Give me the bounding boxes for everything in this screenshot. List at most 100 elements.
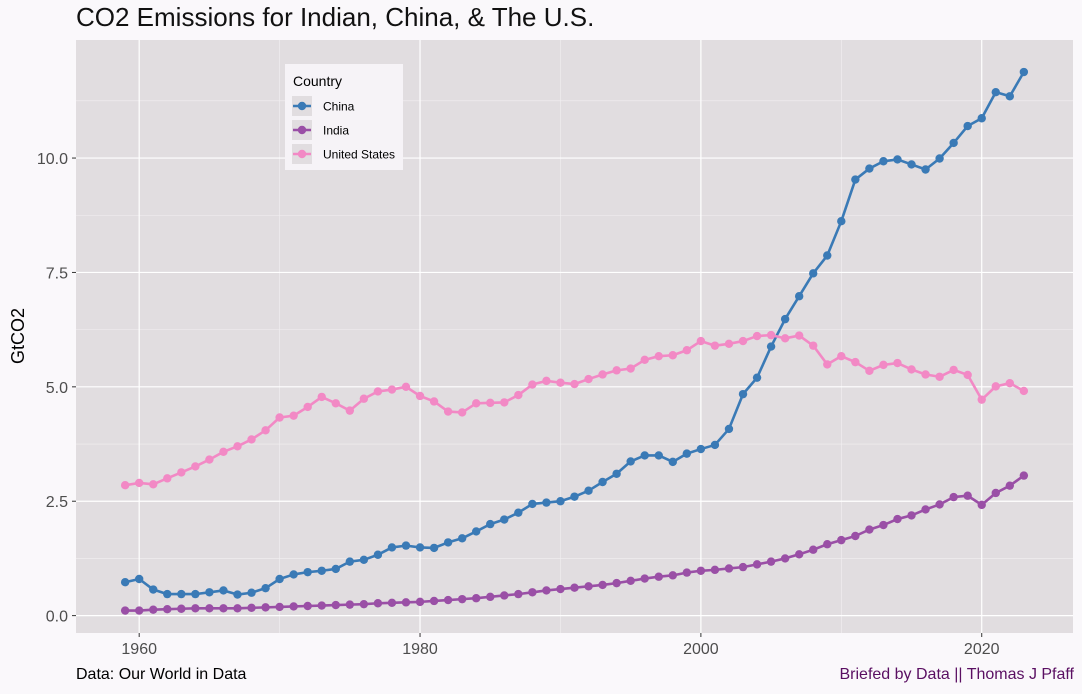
data-point-india [598, 580, 607, 590]
data-point-china [233, 590, 242, 599]
data-point-united-states [794, 331, 804, 340]
data-point-india [780, 554, 790, 563]
data-point-india [949, 492, 958, 502]
data-point-india [500, 591, 509, 600]
legend-entry-united-states: United States [292, 144, 395, 164]
chart-title: CO2 Emissions for Indian, China, & The U… [76, 2, 595, 32]
data-point-united-states [766, 330, 776, 340]
data-point-united-states [528, 380, 537, 389]
data-point-india [907, 511, 916, 520]
data-point-united-states [879, 360, 888, 370]
data-point-united-states [317, 392, 326, 402]
data-point-india [1019, 471, 1029, 480]
data-point-china [177, 589, 186, 599]
data-point-china [261, 583, 270, 593]
data-point-india [977, 500, 986, 510]
data-point-united-states [612, 366, 621, 375]
data-point-india [359, 599, 369, 609]
y-tick-label: 5.0 [46, 380, 68, 397]
data-point-india [149, 605, 158, 614]
data-point-india [640, 574, 649, 583]
data-point-india [514, 589, 523, 599]
data-point-china [654, 451, 663, 460]
data-point-india [528, 588, 537, 597]
data-point-china [387, 543, 397, 552]
data-point-united-states [598, 370, 607, 379]
data-point-china [401, 541, 411, 550]
data-point-india [163, 605, 172, 614]
data-point-china [724, 424, 734, 434]
data-point-india [921, 505, 930, 514]
data-point-united-states [696, 336, 706, 346]
data-point-china [907, 160, 916, 169]
data-point-united-states [275, 413, 284, 422]
data-point-china [780, 314, 790, 324]
data-point-united-states [977, 395, 986, 404]
data-point-india [261, 603, 270, 612]
y-axis-title: GtCO2 [8, 308, 28, 364]
data-point-india [387, 598, 397, 608]
data-point-china [556, 497, 565, 506]
data-point-india [963, 491, 972, 500]
data-point-india [457, 594, 467, 604]
data-point-united-states [331, 399, 340, 408]
data-point-india [724, 564, 734, 573]
data-point-united-states [752, 331, 762, 341]
source-caption: Data: Our World in Data [76, 666, 247, 683]
data-point-china [640, 451, 649, 460]
data-point-united-states [205, 455, 214, 464]
data-point-india [205, 604, 214, 613]
data-point-china [542, 498, 551, 507]
y-tick-label: 10.0 [37, 151, 68, 168]
x-tick-label: 1980 [402, 641, 438, 658]
data-point-china [359, 555, 369, 564]
data-point-india [865, 525, 874, 534]
data-point-india [275, 602, 284, 612]
data-point-united-states [120, 481, 130, 490]
data-point-united-states [584, 374, 593, 384]
axis-layer: 1960 1980 2000 2020 0.0 2.5 5.0 7.5 10.0 [37, 151, 1000, 658]
legend-key-point [297, 149, 307, 159]
series-united-states [120, 330, 1029, 490]
data-point-united-states [457, 408, 467, 417]
minor-gridlines [76, 40, 1073, 633]
data-point-china [457, 534, 467, 543]
data-point-united-states [682, 346, 692, 355]
data-point-china [865, 164, 874, 173]
data-point-india [233, 604, 242, 613]
data-point-united-states [626, 364, 635, 373]
data-point-india [766, 557, 776, 566]
data-point-united-states [654, 351, 663, 361]
data-point-india [935, 500, 944, 509]
data-point-united-states [893, 358, 902, 368]
data-point-united-states [949, 365, 958, 375]
data-point-united-states [429, 397, 439, 406]
data-point-united-states [415, 391, 425, 401]
legend-label-china: China [323, 100, 355, 114]
data-point-india [542, 586, 551, 595]
data-point-china [570, 492, 579, 501]
data-point-india [668, 571, 677, 580]
data-point-united-states [837, 351, 846, 361]
data-point-china [794, 292, 804, 301]
data-point-china [345, 557, 355, 566]
data-point-united-states [387, 385, 397, 394]
data-point-india [120, 606, 130, 615]
data-point-united-states [163, 474, 172, 483]
data-point-united-states [486, 398, 495, 408]
data-point-china [612, 469, 621, 478]
data-point-india [794, 550, 804, 559]
data-point-china [514, 508, 523, 517]
data-point-india [556, 584, 565, 594]
data-point-india [303, 601, 312, 611]
series-india [120, 471, 1029, 615]
x-tick-label: 2000 [683, 641, 719, 658]
data-point-china [823, 251, 832, 260]
data-point-india [247, 603, 256, 613]
data-point-united-states [401, 382, 411, 392]
data-point-china [443, 538, 453, 547]
data-point-china [303, 567, 312, 577]
data-point-china [219, 586, 228, 595]
data-point-china [289, 570, 298, 579]
data-point-india [851, 531, 860, 541]
